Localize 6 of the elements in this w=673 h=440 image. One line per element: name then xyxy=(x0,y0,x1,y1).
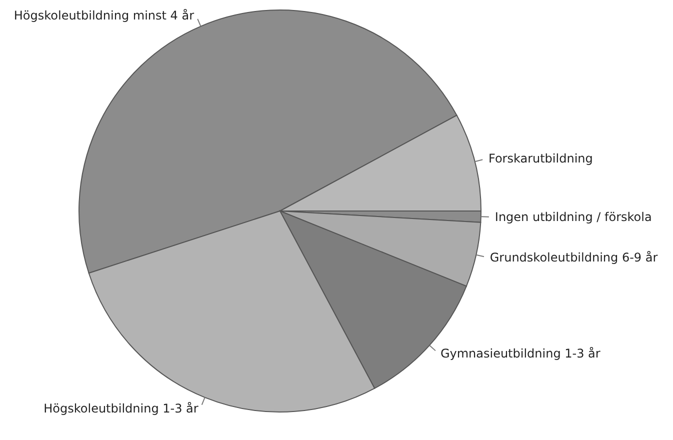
slice-label: Högskoleutbildning 1-3 år xyxy=(44,402,198,416)
slice-label: Ingen utbildning / förskola xyxy=(494,210,652,224)
slice-label: Forskarutbildning xyxy=(488,152,593,166)
slice-label: Gymnasieutbildning 1-3 år xyxy=(440,346,600,360)
slice-label: Högskoleutbildning minst 4 år xyxy=(14,8,194,22)
slice-label: Grundskoleutbildning 6-9 år xyxy=(490,250,658,264)
